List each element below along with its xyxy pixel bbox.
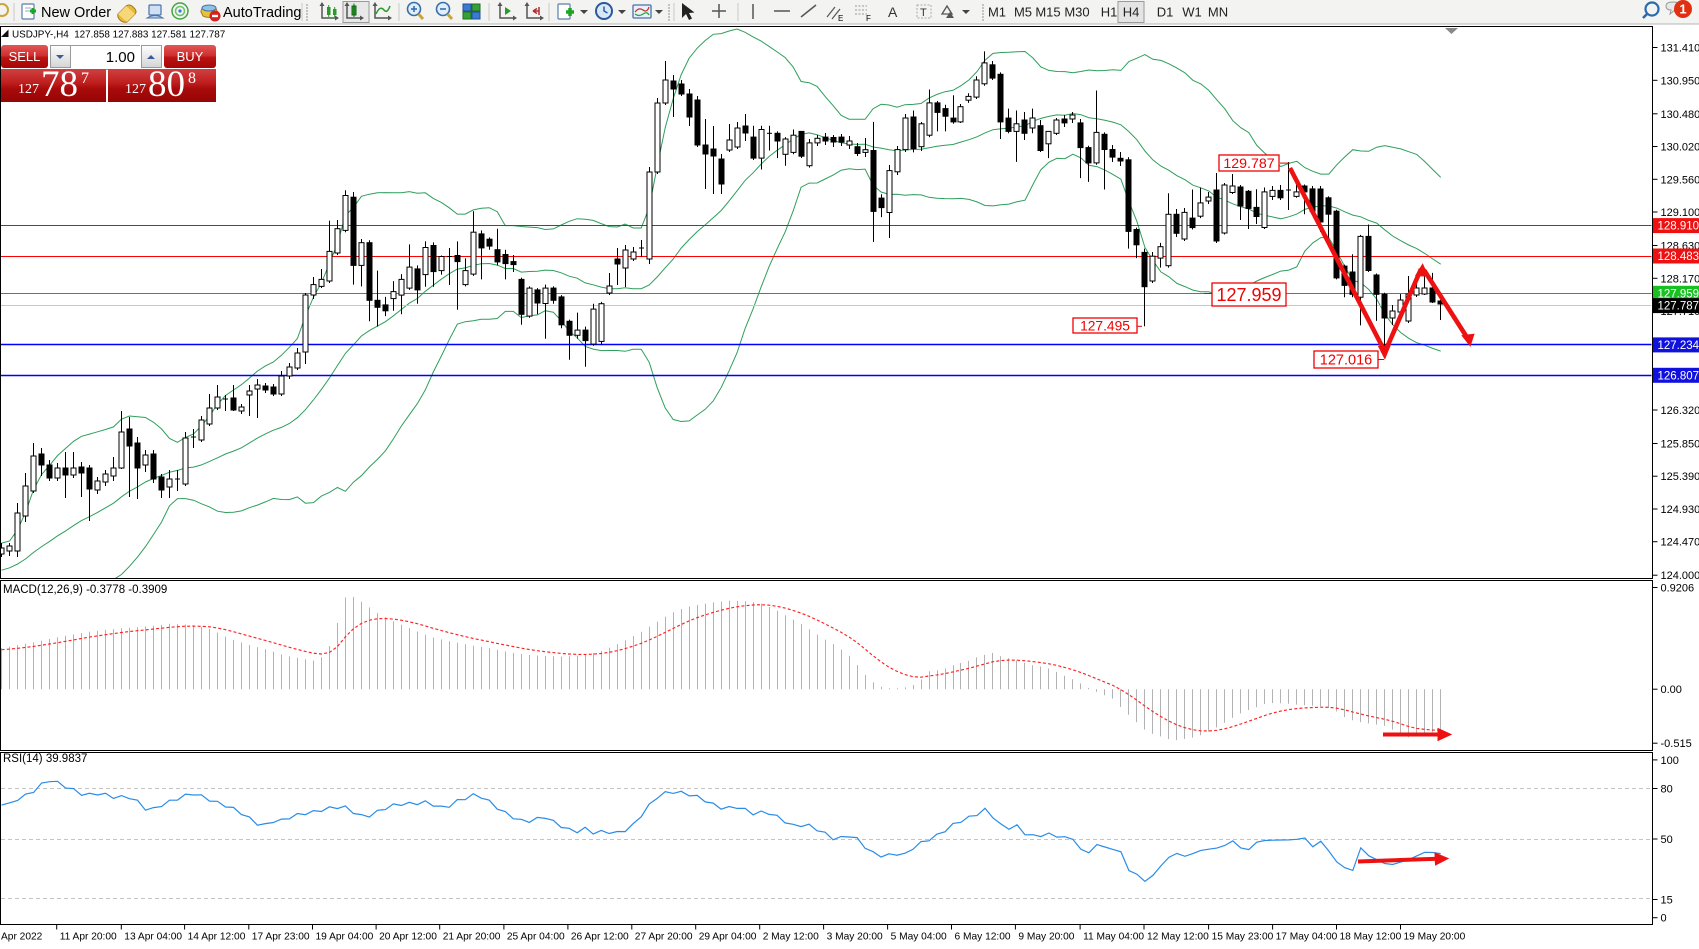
svg-text:129.560: 129.560 bbox=[1661, 174, 1699, 186]
svg-text:21 Apr 20:00: 21 Apr 20:00 bbox=[443, 932, 501, 943]
svg-text:18 May 12:00: 18 May 12:00 bbox=[1340, 932, 1402, 943]
svg-text:128.483: 128.483 bbox=[1658, 251, 1699, 263]
svg-text:H4: H4 bbox=[1123, 5, 1140, 20]
svg-text:M30: M30 bbox=[1064, 5, 1089, 20]
svg-text:130.480: 130.480 bbox=[1661, 109, 1699, 121]
svg-text:5 May 04:00: 5 May 04:00 bbox=[891, 932, 947, 943]
svg-text:F: F bbox=[866, 14, 871, 23]
svg-text:New Order: New Order bbox=[41, 5, 111, 21]
svg-text:80: 80 bbox=[1661, 784, 1673, 796]
svg-text:Apr 2022: Apr 2022 bbox=[1, 932, 43, 943]
svg-text:26 Apr 12:00: 26 Apr 12:00 bbox=[571, 932, 629, 943]
svg-text:11 Apr 20:00: 11 Apr 20:00 bbox=[60, 932, 117, 943]
svg-text:E: E bbox=[838, 14, 843, 23]
svg-text:A: A bbox=[888, 4, 898, 20]
svg-text:19 May 20:00: 19 May 20:00 bbox=[1404, 932, 1466, 943]
svg-text:25 Apr 04:00: 25 Apr 04:00 bbox=[507, 932, 565, 943]
svg-text:3 May 20:00: 3 May 20:00 bbox=[827, 932, 883, 943]
svg-text:17 Apr 23:00: 17 Apr 23:00 bbox=[252, 932, 310, 943]
svg-text:15 May 23:00: 15 May 23:00 bbox=[1212, 932, 1274, 943]
svg-text:0: 0 bbox=[1661, 913, 1667, 925]
svg-text:126.807: 126.807 bbox=[1658, 370, 1699, 382]
svg-text:1: 1 bbox=[1679, 2, 1686, 17]
svg-text:M1: M1 bbox=[988, 5, 1006, 20]
svg-text:124.930: 124.930 bbox=[1661, 504, 1699, 516]
svg-text:124.470: 124.470 bbox=[1661, 537, 1699, 549]
svg-text:17 May 04:00: 17 May 04:00 bbox=[1276, 932, 1338, 943]
svg-text:127.959: 127.959 bbox=[1216, 285, 1281, 305]
svg-text:13 Apr 04:00: 13 Apr 04:00 bbox=[124, 932, 182, 943]
svg-text:T: T bbox=[920, 7, 927, 19]
svg-text:0.9206: 0.9206 bbox=[1661, 583, 1695, 595]
svg-text:0.00: 0.00 bbox=[1661, 684, 1682, 696]
svg-text:D1: D1 bbox=[1157, 5, 1174, 20]
svg-text:M5: M5 bbox=[1014, 5, 1032, 20]
svg-text:RSI(14) 39.9837: RSI(14) 39.9837 bbox=[3, 753, 87, 765]
svg-text:6 May 12:00: 6 May 12:00 bbox=[955, 932, 1011, 943]
svg-text:H1: H1 bbox=[1101, 5, 1118, 20]
svg-text:127.495: 127.495 bbox=[1080, 318, 1130, 333]
svg-text:131.410: 131.410 bbox=[1661, 43, 1699, 55]
svg-text:MACD(12,26,9) -0.3778 -0.3909: MACD(12,26,9) -0.3778 -0.3909 bbox=[3, 584, 167, 596]
svg-text:-0.515: -0.515 bbox=[1661, 738, 1692, 750]
svg-text:W1: W1 bbox=[1182, 5, 1202, 20]
svg-text:50: 50 bbox=[1661, 834, 1673, 846]
svg-text:125.850: 125.850 bbox=[1661, 439, 1699, 451]
svg-text:129.787: 129.787 bbox=[1223, 156, 1274, 172]
svg-text:129.100: 129.100 bbox=[1661, 207, 1699, 219]
svg-text:127.787: 127.787 bbox=[1658, 301, 1699, 313]
svg-text:12 May 12:00: 12 May 12:00 bbox=[1147, 932, 1209, 943]
svg-text:127.016: 127.016 bbox=[1320, 353, 1372, 369]
svg-text:15: 15 bbox=[1661, 895, 1673, 907]
svg-text:128.170: 128.170 bbox=[1661, 273, 1699, 285]
svg-text:128.910: 128.910 bbox=[1658, 221, 1699, 233]
svg-text:130.020: 130.020 bbox=[1661, 142, 1699, 154]
svg-text:14 Apr 12:00: 14 Apr 12:00 bbox=[188, 932, 246, 943]
svg-text:126.320: 126.320 bbox=[1661, 405, 1699, 417]
svg-text:29 Apr 04:00: 29 Apr 04:00 bbox=[699, 932, 757, 943]
svg-text:11 May 04:00: 11 May 04:00 bbox=[1083, 932, 1144, 943]
svg-text:125.390: 125.390 bbox=[1661, 471, 1699, 483]
svg-text:27 Apr 20:00: 27 Apr 20:00 bbox=[635, 932, 693, 943]
svg-text:9 May 20:00: 9 May 20:00 bbox=[1018, 932, 1074, 943]
svg-text:124.000: 124.000 bbox=[1661, 570, 1699, 582]
svg-text:M15: M15 bbox=[1035, 5, 1060, 20]
svg-text:2 May 12:00: 2 May 12:00 bbox=[763, 932, 819, 943]
svg-text:19 Apr 04:00: 19 Apr 04:00 bbox=[316, 932, 374, 943]
svg-text:USDJPY-,H4 127.858 127.883 12: USDJPY-,H4 127.858 127.883 127.581 127.7… bbox=[12, 30, 225, 41]
svg-text:130.950: 130.950 bbox=[1661, 75, 1699, 87]
svg-text:AutoTrading: AutoTrading bbox=[223, 5, 301, 21]
svg-text:127.234: 127.234 bbox=[1658, 340, 1699, 352]
svg-text:MN: MN bbox=[1208, 5, 1228, 20]
svg-text:100: 100 bbox=[1661, 755, 1679, 767]
svg-text:20 Apr 12:00: 20 Apr 12:00 bbox=[379, 932, 437, 943]
